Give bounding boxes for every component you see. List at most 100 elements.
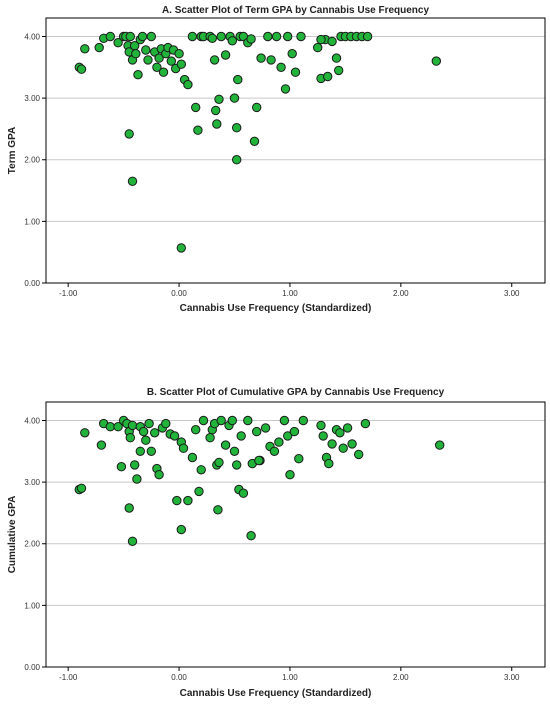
data-point — [431, 56, 441, 66]
data-point — [146, 446, 157, 456]
data-point — [271, 31, 282, 42]
data-point — [287, 49, 297, 59]
data-point — [113, 38, 123, 48]
data-point — [298, 415, 308, 426]
data-point — [191, 102, 201, 113]
x-axis-label: Cannabis Use Frequency (Standardized) — [180, 688, 372, 699]
data-point — [214, 457, 224, 468]
data-point — [318, 431, 328, 441]
data-point — [263, 31, 273, 42]
y-tick-label: 2.00 — [24, 540, 40, 549]
data-point — [256, 53, 266, 63]
data-point — [243, 415, 253, 426]
data-point — [125, 31, 136, 42]
data-point — [229, 93, 240, 103]
y-tick-label: 3.00 — [24, 94, 40, 103]
data-point — [233, 74, 243, 85]
data-point — [283, 431, 293, 441]
data-point — [166, 56, 177, 66]
data-point — [296, 31, 306, 42]
data-point — [172, 495, 182, 506]
data-point — [227, 415, 238, 426]
data-point — [220, 440, 231, 450]
x-tick-label: 1.00 — [282, 673, 298, 682]
data-point — [154, 53, 164, 63]
data-point — [227, 36, 238, 46]
data-point — [266, 55, 276, 65]
data-point — [198, 415, 209, 426]
data-point — [289, 426, 300, 437]
data-point — [176, 243, 187, 253]
chart-title: B. Scatter Plot of Cumulative GPA by Can… — [147, 387, 445, 398]
y-tick-label: 4.00 — [24, 416, 40, 425]
data-point — [152, 62, 162, 73]
x-tick-label: 2.00 — [393, 673, 409, 682]
data-point — [116, 462, 127, 472]
data-point — [127, 536, 138, 546]
data-point — [76, 483, 87, 493]
chart-b: B. Scatter Plot of Cumulative GPA by Can… — [7, 387, 546, 699]
data-point — [209, 55, 220, 65]
data-point — [124, 503, 134, 513]
data-point — [183, 79, 193, 90]
data-point — [130, 460, 140, 470]
data-point — [216, 415, 226, 426]
data-point — [207, 33, 218, 43]
data-point — [290, 67, 301, 77]
data-point — [294, 454, 304, 464]
y-tick-label: 1.00 — [24, 217, 40, 226]
data-point — [285, 470, 295, 480]
data-point — [213, 505, 223, 515]
data-point — [220, 50, 231, 60]
data-point — [76, 64, 87, 74]
data-point — [316, 420, 326, 431]
data-point — [362, 31, 373, 42]
x-tick-label: 0.00 — [171, 289, 187, 298]
data-point — [435, 440, 445, 450]
x-tick-label: 3.00 — [504, 289, 520, 298]
data-point — [187, 31, 198, 42]
data-point — [327, 439, 337, 449]
data-point — [144, 418, 154, 429]
data-point — [176, 524, 187, 535]
x-tick-label: 1.00 — [282, 289, 298, 298]
data-point — [246, 531, 256, 541]
data-point — [143, 55, 153, 65]
data-point — [342, 423, 353, 433]
data-point — [137, 31, 148, 42]
data-point — [276, 62, 286, 73]
data-point — [158, 67, 169, 77]
data-point — [131, 49, 141, 59]
data-point — [127, 420, 138, 431]
data-point — [193, 125, 203, 135]
data-point — [214, 94, 224, 105]
x-tick-label: -1.00 — [59, 673, 78, 682]
data-point — [113, 422, 123, 432]
data-point — [146, 31, 157, 42]
data-point — [124, 129, 134, 139]
data-point — [80, 44, 90, 54]
x-tick-label: 3.00 — [504, 673, 520, 682]
y-axis-label: Term GPA — [7, 127, 18, 174]
data-point — [254, 455, 264, 466]
y-tick-label: 2.00 — [24, 156, 40, 165]
data-point — [280, 84, 291, 94]
data-point — [283, 31, 293, 42]
y-tick-label: 1.00 — [24, 601, 40, 610]
x-tick-label: 2.00 — [393, 289, 409, 298]
y-tick-label: 0.00 — [24, 279, 40, 288]
y-tick-label: 4.00 — [24, 32, 40, 41]
data-point — [338, 443, 348, 453]
data-point — [94, 42, 104, 53]
data-point — [331, 53, 342, 63]
data-point — [360, 418, 371, 429]
data-point — [205, 433, 215, 443]
data-point — [212, 119, 222, 129]
data-point — [96, 440, 107, 450]
y-axis-label: Cumulative GPA — [7, 496, 18, 574]
data-point — [187, 452, 198, 463]
data-point — [133, 70, 143, 80]
data-point — [279, 415, 290, 426]
data-point — [232, 123, 242, 133]
